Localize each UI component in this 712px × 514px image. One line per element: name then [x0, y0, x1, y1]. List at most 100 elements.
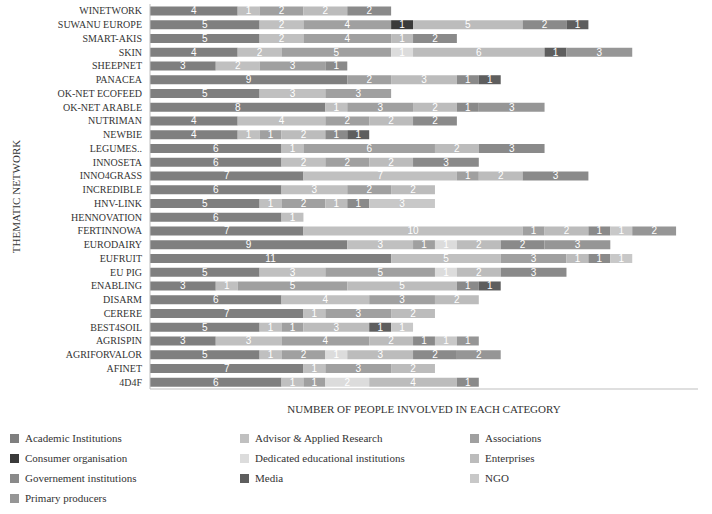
svg-text:6: 6: [213, 143, 219, 154]
svg-text:2: 2: [432, 115, 438, 126]
svg-text:1: 1: [334, 60, 340, 71]
svg-text:3: 3: [180, 335, 186, 346]
svg-text:SMART-AKIS: SMART-AKIS: [82, 33, 142, 44]
svg-text:1: 1: [290, 322, 296, 333]
svg-text:1: 1: [246, 5, 252, 16]
svg-text:1: 1: [597, 253, 603, 264]
svg-text:2: 2: [388, 335, 394, 346]
svg-text:1: 1: [597, 225, 603, 236]
svg-text:1: 1: [355, 129, 361, 140]
svg-text:7: 7: [224, 363, 230, 374]
svg-text:5: 5: [202, 19, 208, 30]
svg-text:1: 1: [399, 322, 405, 333]
svg-text:1: 1: [268, 349, 274, 360]
svg-text:6: 6: [213, 212, 219, 223]
svg-text:1: 1: [399, 47, 405, 58]
svg-text:INNO4GRASS: INNO4GRASS: [80, 170, 142, 181]
svg-text:3: 3: [246, 335, 252, 346]
svg-text:3: 3: [421, 74, 427, 85]
svg-text:6: 6: [213, 157, 219, 168]
svg-text:1: 1: [443, 239, 449, 250]
svg-text:2: 2: [651, 225, 657, 236]
svg-text:3: 3: [355, 88, 361, 99]
svg-text:11: 11: [265, 253, 276, 264]
svg-text:3: 3: [597, 47, 603, 58]
svg-text:SKIN: SKIN: [119, 47, 142, 58]
svg-text:OK-NET ECOFEED: OK-NET ECOFEED: [57, 88, 142, 99]
svg-text:6: 6: [213, 377, 219, 388]
svg-text:1: 1: [465, 102, 471, 113]
svg-text:1: 1: [487, 74, 493, 85]
svg-text:2: 2: [388, 115, 394, 126]
svg-text:3: 3: [312, 184, 318, 195]
svg-text:NEWBIE: NEWBIE: [103, 129, 142, 140]
svg-text:1: 1: [334, 349, 340, 360]
svg-text:3: 3: [399, 198, 405, 209]
svg-text:1: 1: [312, 377, 318, 388]
svg-text:SHEEPNET: SHEEPNET: [92, 60, 142, 71]
svg-text:4: 4: [344, 19, 350, 30]
svg-text:4D4F: 4D4F: [119, 377, 142, 388]
svg-text:1: 1: [334, 198, 340, 209]
svg-text:2: 2: [279, 19, 285, 30]
svg-text:CERERE: CERERE: [104, 308, 142, 319]
svg-text:3: 3: [531, 253, 537, 264]
svg-text:1: 1: [377, 322, 383, 333]
svg-text:1: 1: [421, 335, 427, 346]
svg-text:2: 2: [366, 74, 372, 85]
svg-text:NUMBER OF PEOPLE INVOLVED IN E: NUMBER OF PEOPLE INVOLVED IN EACH CATEGO…: [287, 403, 560, 415]
svg-text:3: 3: [290, 60, 296, 71]
svg-text:3: 3: [377, 239, 383, 250]
svg-text:1: 1: [465, 280, 471, 291]
svg-text:2: 2: [454, 143, 460, 154]
svg-text:EURODAIRY: EURODAIRY: [84, 239, 142, 250]
svg-text:2: 2: [301, 157, 307, 168]
svg-text:7: 7: [224, 308, 230, 319]
svg-text:2: 2: [301, 349, 307, 360]
svg-text:2: 2: [366, 184, 372, 195]
svg-text:2: 2: [410, 308, 416, 319]
svg-text:AGRISPIN: AGRISPIN: [96, 335, 142, 346]
svg-text:1: 1: [575, 19, 581, 30]
svg-text:NUTRIMAN: NUTRIMAN: [88, 115, 142, 126]
svg-text:4: 4: [323, 335, 329, 346]
svg-text:3: 3: [377, 102, 383, 113]
svg-text:3: 3: [355, 308, 361, 319]
svg-text:4: 4: [323, 294, 329, 305]
svg-text:2: 2: [279, 33, 285, 44]
svg-text:3: 3: [531, 267, 537, 278]
svg-text:3: 3: [180, 280, 186, 291]
svg-text:3: 3: [290, 88, 296, 99]
svg-text:AGRIFORVALOR: AGRIFORVALOR: [66, 349, 143, 360]
svg-text:PANACEA: PANACEA: [96, 74, 143, 85]
svg-text:5: 5: [399, 280, 405, 291]
svg-text:2: 2: [301, 129, 307, 140]
svg-text:2: 2: [279, 5, 285, 16]
svg-text:6: 6: [366, 143, 372, 154]
svg-text:3: 3: [443, 157, 449, 168]
svg-text:5: 5: [377, 267, 383, 278]
svg-text:3: 3: [575, 239, 581, 250]
svg-text:3: 3: [180, 60, 186, 71]
svg-text:4: 4: [279, 115, 285, 126]
svg-text:3: 3: [553, 170, 559, 181]
svg-text:LEGUMES..: LEGUMES..: [90, 143, 142, 154]
svg-text:1: 1: [421, 239, 427, 250]
svg-text:2: 2: [301, 198, 307, 209]
svg-text:9: 9: [246, 239, 252, 250]
svg-text:EU PIG: EU PIG: [110, 267, 142, 278]
svg-text:2: 2: [410, 184, 416, 195]
svg-text:2: 2: [257, 47, 263, 58]
svg-text:6: 6: [213, 294, 219, 305]
svg-text:1: 1: [618, 253, 624, 264]
svg-text:1: 1: [618, 225, 624, 236]
svg-text:3: 3: [355, 363, 361, 374]
svg-text:BEST4SOIL: BEST4SOIL: [90, 322, 142, 333]
svg-text:2: 2: [344, 377, 350, 388]
svg-text:4: 4: [191, 5, 197, 16]
svg-text:1: 1: [268, 198, 274, 209]
svg-text:6: 6: [476, 47, 482, 58]
svg-text:1: 1: [487, 280, 493, 291]
svg-text:5: 5: [443, 253, 449, 264]
svg-text:1: 1: [465, 335, 471, 346]
